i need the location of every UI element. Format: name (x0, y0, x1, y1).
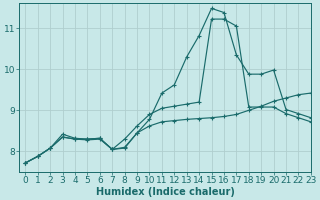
X-axis label: Humidex (Indice chaleur): Humidex (Indice chaleur) (96, 187, 235, 197)
